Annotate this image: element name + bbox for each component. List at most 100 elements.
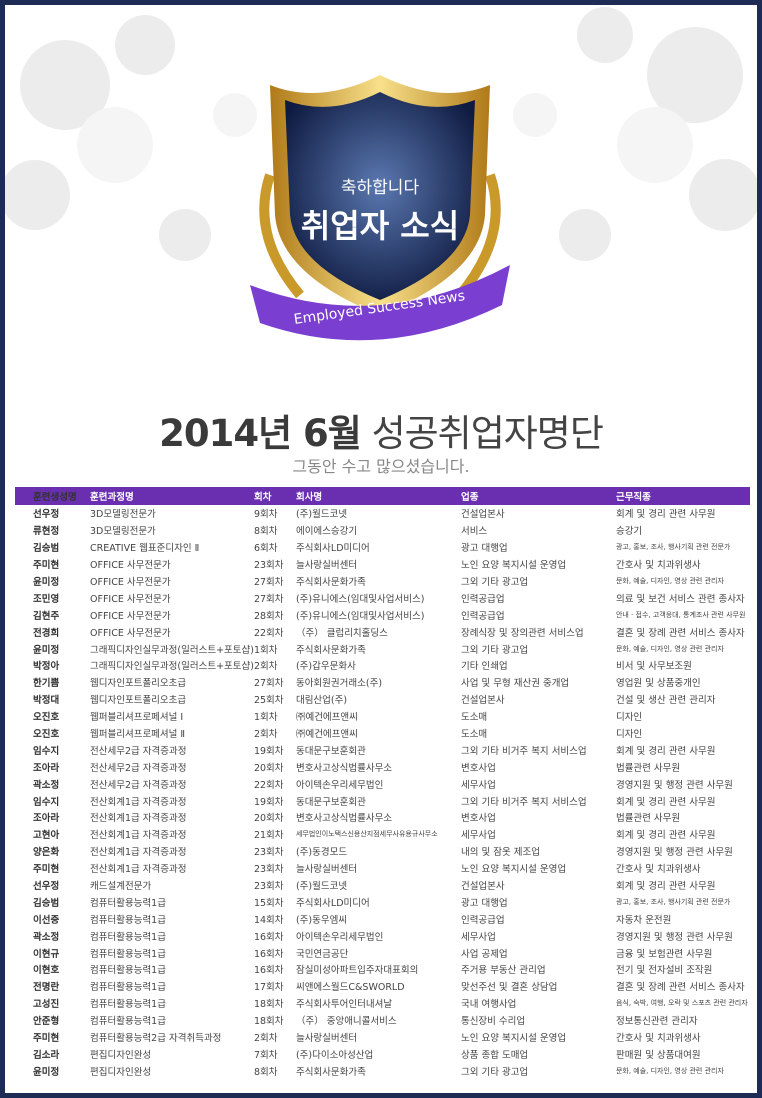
table-cell: 19회차 bbox=[253, 745, 284, 757]
table-cell: 간호사 및 치과위생사 bbox=[615, 560, 701, 572]
table-row: 임수지 전산세무2급 자격증과정 19회차 동대문구보훈회관 그외 기타 비거주 복지 … bbox=[15, 741, 750, 758]
table-cell: 전산세무2급 자격증과정 bbox=[90, 745, 187, 757]
table-cell: 주미현 bbox=[33, 864, 60, 876]
table-cell: 변호사고상식법률사무소 bbox=[295, 813, 393, 825]
table-cell: 인력공급업 bbox=[460, 610, 505, 622]
table-cell: 광고 대행업 bbox=[460, 543, 508, 555]
table-cell: (주)월드코넷 bbox=[295, 881, 348, 893]
table-cell: 컴퓨터활용능력1급 bbox=[90, 982, 166, 994]
table-cell: 27회차 bbox=[253, 577, 284, 588]
table-cell: 15회차 bbox=[253, 897, 284, 909]
table-cell: 회계 및 경리 관련 사무원 bbox=[615, 509, 716, 521]
table-row: 조아라 전산회계1급 자격증과정 20회차 변호사고상식법률사무소 변호사업 법률관련 사… bbox=[15, 809, 750, 826]
table-cell: 그래픽디자인실무과정(일러스트+포토샵) bbox=[90, 661, 254, 673]
table-cell: 웹디자인포트폴리오초급 bbox=[90, 678, 187, 690]
table-cell: 서비스 bbox=[460, 526, 488, 538]
table-row: 전경희 OFFICE 사무전문가 22회차 （주） 클럽리치홀딩스 장례식장 및 장의관… bbox=[15, 623, 750, 640]
table-cell: 2회차 bbox=[253, 661, 278, 673]
table-cell: 윤미정 bbox=[33, 1066, 60, 1078]
table-cell: 인력공급업 bbox=[460, 914, 505, 926]
table-cell: OFFICE 사무전문가 bbox=[90, 610, 171, 622]
page: 축하합니다 취업자 소식 Employed Success News 2014년… bbox=[5, 5, 757, 1093]
table-cell: OFFICE 사무전문가 bbox=[90, 593, 171, 605]
table-cell: 주식회사문화가족 bbox=[295, 577, 366, 588]
table-row: 주미현 컴퓨터활용능력2급 자격취득과정 2회차 늘사랑실버센터 노인 요양 복지시설 … bbox=[15, 1029, 750, 1046]
table-cell: 법률관련 사무원 bbox=[615, 762, 681, 774]
table-row: 윤미정 그래픽디자인실무과정(일러스트+포토샵) 1회차 주식회사문화가족 그외 기타 … bbox=[15, 640, 750, 657]
table-row: 주미현 OFFICE 사무전문가 23회차 늘사랑실버센터 노인 요양 복지시설 운영업… bbox=[15, 556, 750, 573]
table-cell: 김승범 bbox=[33, 897, 60, 909]
table-cell: 1회차 bbox=[253, 644, 278, 656]
table-cell: 고성진 bbox=[33, 999, 60, 1011]
table-cell: 곽소정 bbox=[33, 931, 60, 943]
table-cell: 컴퓨터활용능력1급 bbox=[90, 914, 166, 926]
table-cell: 박정아 bbox=[33, 661, 60, 673]
table-row: 선우정 3D모델링전문가 9회차 (주)월드코넷 건설업본사 회계 및 경리 관련 사무원 bbox=[15, 505, 750, 522]
table-cell: 그외 기타 비거주 복지 서비스업 bbox=[460, 745, 587, 757]
table-cell: 전명란 bbox=[33, 982, 60, 994]
table-cell: 늘사랑실버센터 bbox=[295, 560, 358, 572]
table-cell: 건설업본사 bbox=[460, 881, 505, 893]
table-cell: 법률관련 사무원 bbox=[615, 813, 681, 825]
table-cell: 이선중 bbox=[33, 914, 60, 926]
table-cell: 세무사업 bbox=[460, 779, 496, 791]
table-cell: 안내 · 접수, 고객응대, 통계조사 관련 사무원 bbox=[615, 610, 746, 619]
table-row: 조민영 OFFICE 사무전문가 27회차 (주)유니에스(임대및사업서비스) 인력공급… bbox=[15, 589, 750, 606]
table-cell: ㈜예건에프앤씨 bbox=[295, 729, 358, 741]
table-cell: (주)다이소아성산업 bbox=[295, 1049, 374, 1061]
table-cell: 회계 및 경리 관련 사무원 bbox=[615, 881, 716, 893]
table-cell: 영업원 및 상품중개인 bbox=[615, 678, 701, 690]
table-cell: 경영지원 및 행정 관련 사무원 bbox=[615, 779, 733, 791]
table-cell: 아이텍손우리세무법인 bbox=[295, 931, 384, 943]
table-cell: 23회차 bbox=[253, 864, 284, 876]
column-header: 근무직종 bbox=[615, 487, 750, 505]
table-cell: 건설 및 생산 관련 관리자 bbox=[615, 695, 716, 707]
table-cell: 세무법인이노택스신용산지점세무사유용규사무소 bbox=[295, 830, 438, 839]
table-cell: 3D모델링전문가 bbox=[90, 509, 156, 521]
column-header: 회사명 bbox=[295, 487, 461, 505]
table-cell: 변호사업 bbox=[460, 762, 496, 774]
table-cell: 내의 및 잠옷 제조업 bbox=[460, 847, 540, 859]
table-cell: 전산세무2급 자격증과정 bbox=[90, 779, 187, 791]
column-header: 업종 bbox=[460, 487, 616, 505]
table-cell: 18회차 bbox=[253, 999, 284, 1011]
table-cell: 27회차 bbox=[253, 678, 284, 690]
title-text: 성공취업자명단 bbox=[371, 412, 604, 455]
table-cell: 19회차 bbox=[253, 796, 284, 808]
table-cell: 세무사업 bbox=[460, 931, 496, 943]
table-row: 오진호 웹퍼블리셔프로페셔널 Ⅱ 2회차 ㈜예건에프앤씨 도소매 디자인 bbox=[15, 725, 750, 742]
column-header: 회차 bbox=[253, 487, 296, 505]
table-cell: 웹퍼블리셔프로페셔널 Ⅰ bbox=[90, 712, 184, 724]
table-cell: 이현규 bbox=[33, 948, 60, 960]
table-cell: 금융 및 보험관련 사무원 bbox=[615, 948, 713, 960]
table-cell: 23회차 bbox=[253, 847, 284, 859]
table-cell: (주)갑우문화사 bbox=[295, 661, 356, 673]
table-cell: 양은화 bbox=[33, 847, 60, 859]
table-cell: 광고, 홍보, 조사, 행사기획 관련 전문가 bbox=[615, 543, 731, 552]
employment-table: 훈련생성명 훈련과정명 회차 회사명 업종 근무직종 선우정 3D모델링전문가 9회차 (주)월… bbox=[15, 487, 750, 1079]
table-cell: 임수지 bbox=[33, 796, 60, 808]
table-cell: 김승범 bbox=[33, 543, 60, 555]
table-cell: 대림산업(주) bbox=[295, 695, 348, 707]
table-cell: CREATIVE 웹표준디자인 Ⅱ bbox=[90, 543, 200, 555]
table-cell: 27회차 bbox=[253, 593, 284, 605]
table-row: 임수지 전산회계1급 자격증과정 19회차 동대문구보훈회관 그외 기타 비거주 복지 … bbox=[15, 792, 750, 809]
table-cell: 전경희 bbox=[33, 627, 60, 639]
emblem-congrats: 축하합니다 bbox=[341, 178, 420, 198]
table-cell: 장례식장 및 장의관련 서비스업 bbox=[460, 627, 584, 639]
table-row: 김현주 OFFICE 사무전문가 28회차 (주)유니에스(임대및사업서비스) 인력공급… bbox=[15, 606, 750, 623]
table-cell: 인력공급업 bbox=[460, 593, 505, 605]
table-cell: 동아회원권거래소(주) bbox=[295, 678, 383, 690]
table-cell: 2회차 bbox=[253, 1033, 278, 1045]
table-cell: 문화, 예술, 디자인, 영상 관련 관리자 bbox=[615, 1066, 724, 1075]
table-cell: 컴퓨터활용능력1급 bbox=[90, 948, 166, 960]
floral-background bbox=[5, 7, 757, 261]
table-cell: 디자인 bbox=[615, 729, 643, 741]
table-cell: 23회차 bbox=[253, 560, 284, 572]
table-cell: 조아라 bbox=[33, 813, 60, 825]
table-cell: 곽소정 bbox=[33, 779, 60, 791]
page-title: 2014년 6월 성공취업자명단 bbox=[5, 403, 757, 457]
column-header: 훈련생성명 bbox=[15, 487, 90, 505]
table-cell: 8회차 bbox=[253, 1066, 278, 1078]
table-cell: 국내 여행사업 bbox=[460, 999, 517, 1011]
